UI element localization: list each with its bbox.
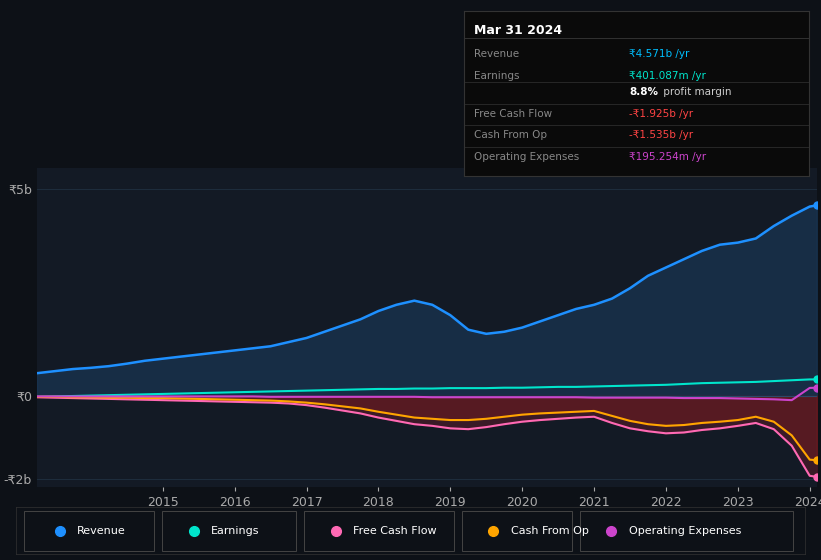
- Text: Cash From Op: Cash From Op: [511, 526, 589, 535]
- Text: Earnings: Earnings: [211, 526, 259, 535]
- Text: Earnings: Earnings: [475, 71, 520, 81]
- Text: ₹195.254m /yr: ₹195.254m /yr: [630, 152, 707, 162]
- Text: -₹1.535b /yr: -₹1.535b /yr: [630, 130, 694, 140]
- Text: Mar 31 2024: Mar 31 2024: [475, 25, 562, 38]
- Text: profit margin: profit margin: [660, 87, 732, 97]
- Text: Free Cash Flow: Free Cash Flow: [353, 526, 437, 535]
- Text: Revenue: Revenue: [77, 526, 126, 535]
- Text: -₹1.925b /yr: -₹1.925b /yr: [630, 109, 694, 119]
- Text: Free Cash Flow: Free Cash Flow: [475, 109, 553, 119]
- Text: 8.8%: 8.8%: [630, 87, 658, 97]
- Text: Revenue: Revenue: [475, 49, 520, 59]
- Text: Operating Expenses: Operating Expenses: [475, 152, 580, 162]
- Text: ₹4.571b /yr: ₹4.571b /yr: [630, 49, 690, 59]
- Text: Cash From Op: Cash From Op: [475, 130, 548, 140]
- Text: ₹401.087m /yr: ₹401.087m /yr: [630, 71, 706, 81]
- Text: Operating Expenses: Operating Expenses: [629, 526, 741, 535]
